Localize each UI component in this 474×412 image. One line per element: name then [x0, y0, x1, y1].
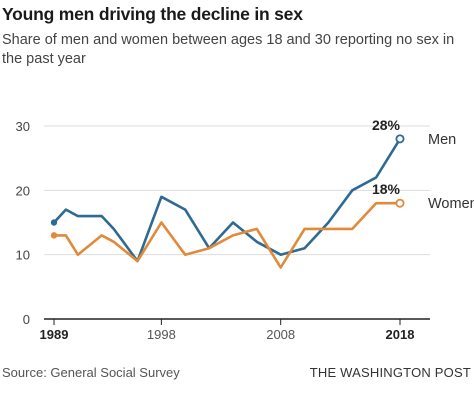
y-tick-label: 30 [16, 119, 30, 134]
x-tick-label: 1998 [147, 327, 176, 342]
series-line-men [52, 137, 402, 263]
x-tick-label: 1989 [40, 327, 69, 342]
start-point-women [50, 232, 58, 239]
series-lines [50, 134, 405, 269]
x-axis-tick-labels: 1989 1998 2008 2018 [40, 319, 415, 342]
y-tick-label: 0 [23, 312, 30, 327]
series-name-women: Women [428, 196, 474, 212]
y-tick-label: 10 [16, 248, 30, 263]
end-point-women [395, 198, 405, 208]
y-axis-tick-labels: 0 10 20 30 [16, 119, 30, 327]
end-value-label-men: 28% [372, 117, 401, 133]
gridlines [44, 125, 430, 320]
start-point-men [50, 219, 58, 226]
series-line-women [52, 201, 402, 269]
chart-subtitle: Share of men and women between ages 18 a… [2, 32, 455, 67]
end-labels: 28% Men 18% Women [372, 117, 474, 212]
series-name-men: Men [428, 132, 456, 148]
x-tick-label: 2008 [266, 327, 295, 342]
x-tick-label: 2018 [386, 327, 415, 342]
end-point-men [395, 134, 405, 144]
chart-title: Young men driving the decline in sex [2, 4, 303, 24]
publisher-credit: THE WASHINGTON POST [309, 365, 471, 380]
y-tick-label: 20 [16, 183, 30, 198]
source-note: Source: General Social Survey [2, 365, 180, 380]
end-value-label-women: 18% [372, 181, 401, 197]
